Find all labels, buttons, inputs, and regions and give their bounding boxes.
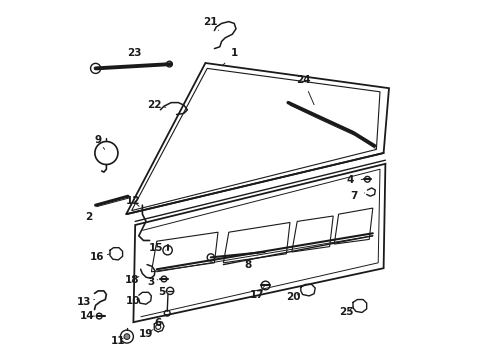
- Text: 9: 9: [95, 135, 104, 149]
- Text: 10: 10: [125, 296, 140, 306]
- Text: 14: 14: [80, 311, 95, 321]
- Text: 24: 24: [296, 75, 314, 105]
- Text: 1: 1: [222, 48, 238, 66]
- Text: 19: 19: [139, 329, 153, 339]
- Text: 13: 13: [76, 297, 95, 307]
- Text: 5: 5: [158, 287, 168, 297]
- Text: 20: 20: [286, 292, 301, 302]
- Text: 2: 2: [85, 204, 99, 222]
- Text: 7: 7: [350, 191, 365, 201]
- Text: 3: 3: [147, 276, 158, 287]
- Text: 17: 17: [250, 285, 265, 300]
- Text: 21: 21: [203, 17, 219, 30]
- Text: 12: 12: [125, 196, 140, 206]
- Text: 4: 4: [347, 175, 364, 185]
- Circle shape: [124, 334, 130, 339]
- Text: 25: 25: [339, 307, 354, 318]
- Text: 6: 6: [154, 314, 166, 328]
- Text: 8: 8: [244, 256, 257, 270]
- Text: 11: 11: [111, 336, 125, 346]
- Text: 18: 18: [124, 275, 139, 285]
- Text: 16: 16: [90, 252, 110, 262]
- Text: 23: 23: [127, 48, 142, 66]
- Text: 22: 22: [147, 100, 166, 110]
- Text: 15: 15: [148, 243, 166, 253]
